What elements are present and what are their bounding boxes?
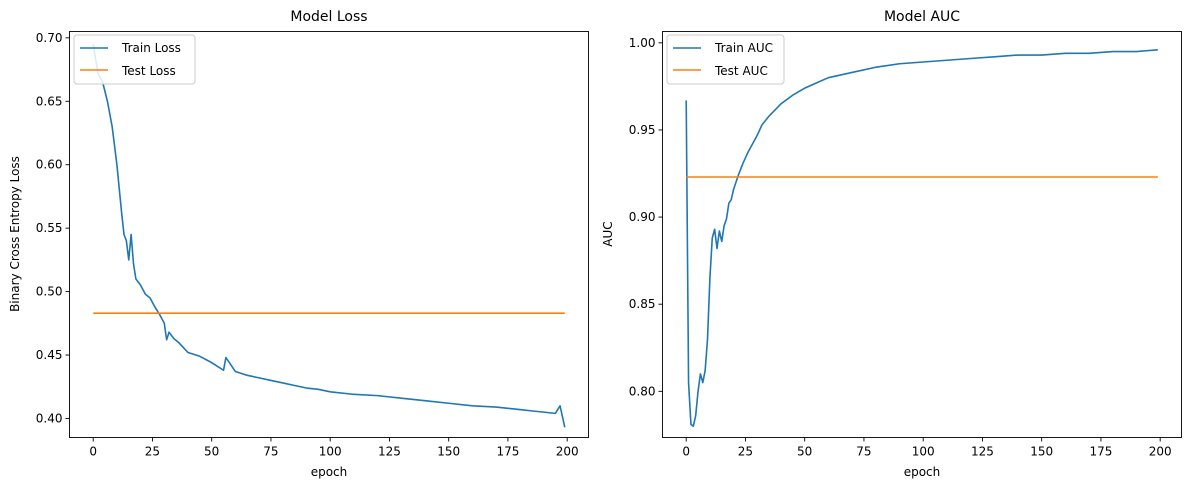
y-axis-label: AUC [601,221,615,246]
x-tick-label: 75 [856,445,871,459]
x-tick-label: 200 [556,445,579,459]
loss-chart: Model Loss 0 25 50 75 100 125 150 175 200 0.40 0.4… [8,9,589,479]
x-axis-label: epoch [311,465,348,479]
x-tick-label: 75 [263,445,278,459]
y-axis-label: Binary Cross Entropy Loss [8,156,22,312]
legend-label-train-auc: Train AUC [714,41,773,55]
x-tick-label: 175 [1089,445,1112,459]
legend-label-test-loss: Test Loss [121,64,176,78]
axes-frame [662,31,1182,438]
x-tick-label: 50 [797,445,812,459]
y-tick-label: 0.40 [36,411,63,425]
series-line-train-loss [92,44,566,428]
x-tick-label: 200 [1149,445,1172,459]
legend: Train Loss Test Loss [73,34,196,85]
y-tick-label: 0.60 [36,158,63,172]
x-tick-label: 100 [912,445,935,459]
y-tick-label: 0.45 [36,348,63,362]
plot-area [92,44,566,428]
x-tick-label: 25 [145,445,160,459]
x-axis-label: epoch [904,465,941,479]
legend-label-test-auc: Test AUC [714,64,768,78]
legend: Train AUC Test AUC [666,34,785,85]
x-tick-label: 150 [437,445,460,459]
x-tick-label: 0 [89,445,97,459]
x-tick-label: 100 [319,445,342,459]
chart-title: Model Loss [290,9,367,25]
x-tick-label: 0 [682,445,690,459]
y-tick-label: 0.70 [36,31,63,45]
x-tick-label: 125 [971,445,994,459]
y-tick-label: 1.00 [629,36,656,50]
x-tick-label: 50 [204,445,219,459]
chart-title: Model AUC [884,9,960,25]
plot-area [685,49,1158,427]
x-tick-label: 175 [496,445,519,459]
y-tick-label: 0.50 [36,285,63,299]
axes-frame [69,31,589,438]
y-tick-label: 0.55 [36,221,63,235]
y-tick-label: 0.85 [629,297,656,311]
x-tick-label: 25 [738,445,753,459]
y-tick-label: 0.95 [629,123,656,137]
x-tick-label: 150 [1030,445,1053,459]
y-tick-label: 0.90 [629,210,656,224]
auc-chart: Model AUC 0 25 50 75 100 125 150 175 200 0.80 0.85… [601,9,1182,479]
y-tick-label: 0.65 [36,94,63,108]
legend-label-train-loss: Train Loss [121,41,181,55]
series-line-train-auc [685,49,1158,427]
y-tick-label: 0.80 [629,384,656,398]
x-tick-label: 125 [378,445,401,459]
